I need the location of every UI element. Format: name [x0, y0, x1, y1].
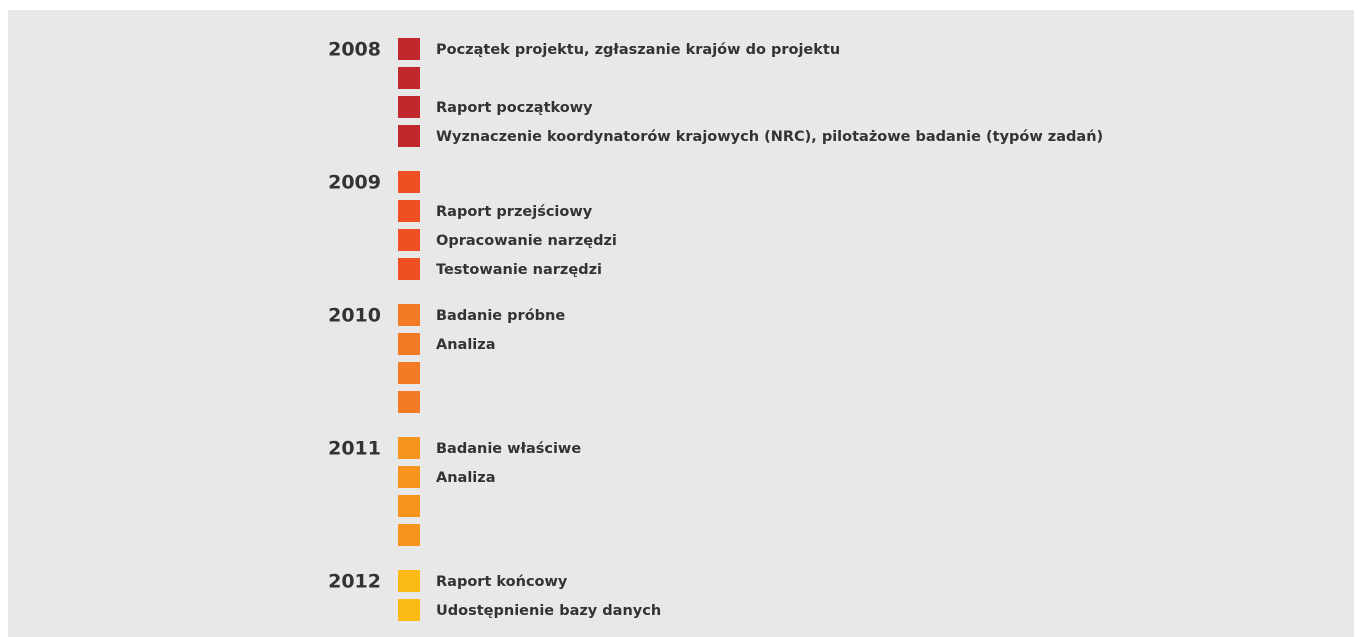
quarter-square	[398, 570, 420, 592]
year-label: 2010	[328, 305, 381, 327]
quarter-square	[398, 258, 420, 280]
quarter-square	[398, 229, 420, 251]
quarter-label: Analiza	[436, 470, 496, 486]
quarter-label: Opracowanie narzędzi	[436, 233, 617, 249]
quarter-square	[398, 362, 420, 384]
quarter-label: Badanie właściwe	[436, 441, 581, 457]
quarter-square	[398, 524, 420, 546]
quarter-label: Raport początkowy	[436, 100, 593, 116]
quarter-square	[398, 67, 420, 89]
year-label: 2011	[328, 438, 381, 460]
quarter-square	[398, 599, 420, 621]
background	[8, 10, 1354, 637]
quarter-square	[398, 200, 420, 222]
quarter-label: Testowanie narzędzi	[436, 262, 602, 278]
quarter-label: Raport przejściowy	[436, 204, 593, 220]
year-label: 2009	[328, 172, 381, 194]
quarter-label: Wyznaczenie koordynatorów krajowych (NRC…	[436, 129, 1103, 145]
quarter-square	[398, 171, 420, 193]
quarter-label: Badanie próbne	[436, 308, 565, 324]
quarter-label: Analiza	[436, 337, 496, 353]
quarter-label: Udostępnienie bazy danych	[436, 603, 661, 619]
quarter-square	[398, 96, 420, 118]
quarter-square	[398, 125, 420, 147]
quarter-label: Początek projektu, zgłaszanie krajów do …	[436, 42, 840, 58]
quarter-square	[398, 38, 420, 60]
year-label: 2008	[328, 39, 381, 61]
year-label: 2012	[328, 571, 381, 593]
quarter-square	[398, 437, 420, 459]
quarter-square	[398, 466, 420, 488]
quarter-label: Raport końcowy	[436, 574, 568, 590]
quarter-square	[398, 304, 420, 326]
quarter-square	[398, 495, 420, 517]
quarter-square	[398, 391, 420, 413]
quarter-square	[398, 333, 420, 355]
